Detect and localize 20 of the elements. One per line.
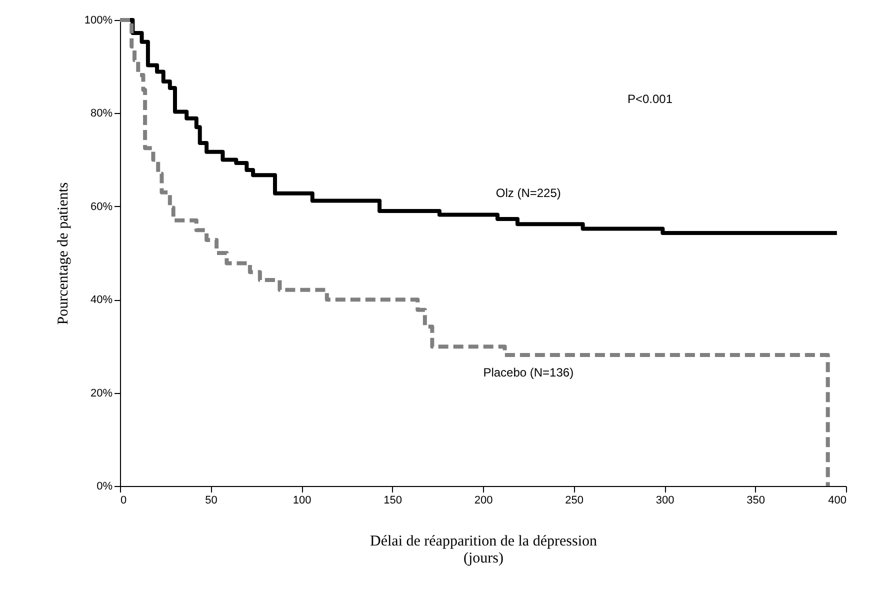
y-tick-label: 20% bbox=[90, 387, 113, 400]
x-tick-label: 0 bbox=[120, 494, 127, 506]
x-tick-label: 100 bbox=[292, 494, 312, 506]
y-tick-label: 60% bbox=[90, 200, 113, 213]
x-tick-label: 50 bbox=[205, 494, 218, 506]
x-tick-label: 350 bbox=[746, 494, 765, 506]
series-label: Placebo (N=136) bbox=[483, 366, 574, 380]
x-tick-label: 300 bbox=[656, 494, 674, 506]
y-axis-title: Pourcentage de patients bbox=[55, 182, 72, 325]
x-tick-label: 200 bbox=[474, 494, 493, 506]
y-tick-label: 100% bbox=[84, 14, 113, 26]
y-tick-label: 0% bbox=[96, 480, 113, 492]
x-axis-title: Délai de réapparition de la dépression (jours) bbox=[370, 534, 598, 566]
annotation: P<0.001 bbox=[627, 92, 673, 106]
series-label: Olz (N=225) bbox=[496, 186, 561, 200]
x-tick-label: 150 bbox=[384, 494, 402, 506]
x-tick-label: 400 bbox=[828, 494, 846, 506]
x-tick-label: 250 bbox=[565, 494, 584, 506]
y-tick-label: 40% bbox=[90, 294, 113, 306]
y-tick-label: 80% bbox=[90, 108, 113, 120]
